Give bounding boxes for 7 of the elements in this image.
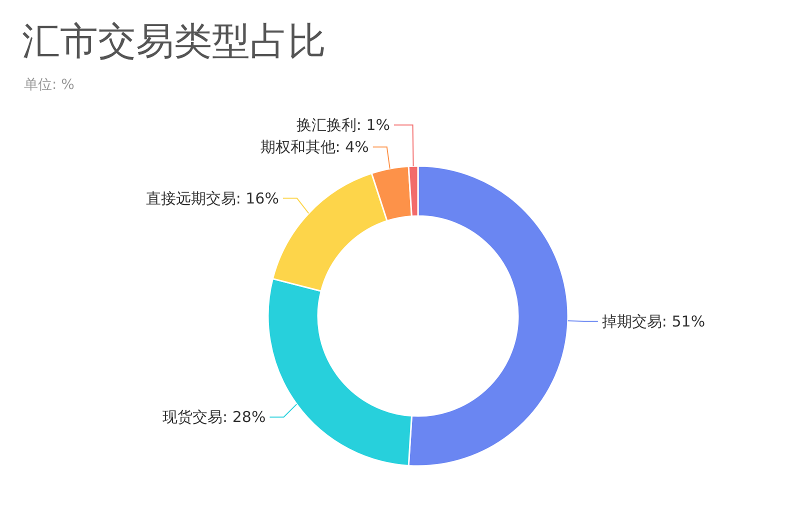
slice-label: 现货交易: 28% [162, 408, 266, 426]
slice-label: 期权和其他: 4% [260, 138, 369, 156]
slice-label: 换汇换利: 1% [296, 116, 390, 134]
slice-label: 掉期交易: 51% [602, 312, 706, 330]
chart-subtitle: 单位: % [24, 77, 74, 93]
chart-title: 汇市交易类型占比 [22, 19, 326, 63]
slice-label: 直接远期交易: 16% [146, 189, 279, 208]
